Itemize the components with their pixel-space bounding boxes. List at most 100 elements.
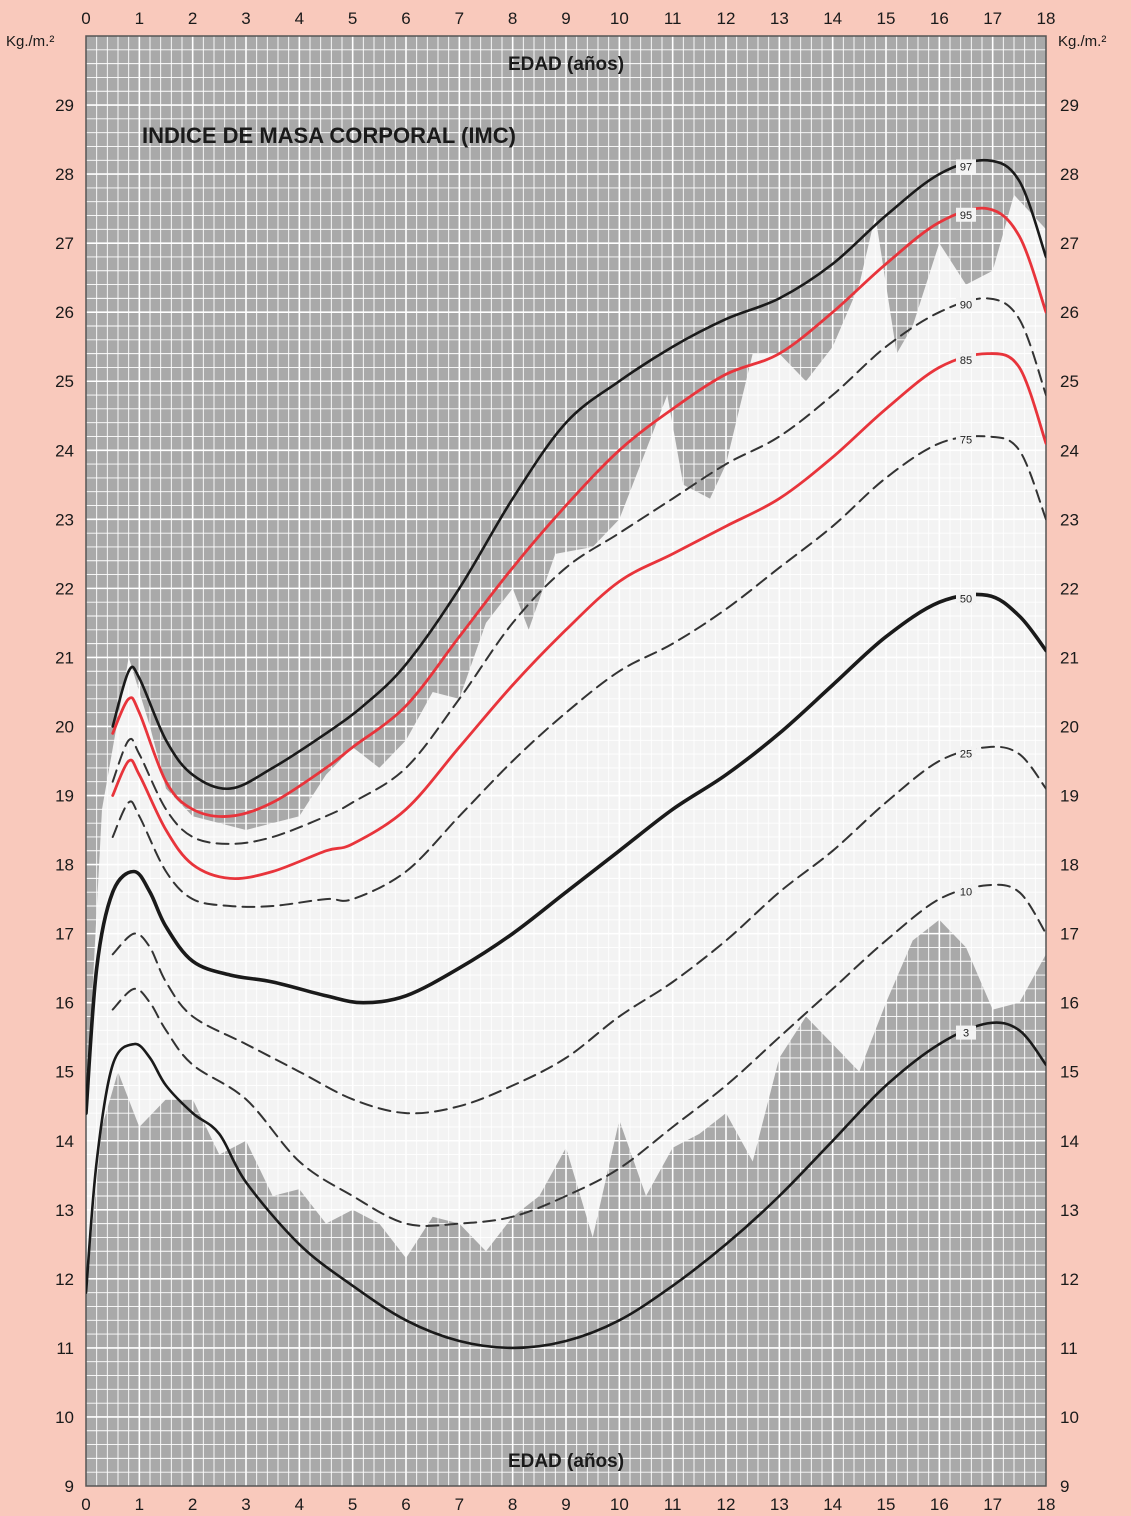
percentile-line-p25 <box>111 745 1046 1115</box>
percentile-line-p85 <box>111 352 1046 881</box>
y-tick-label-left: 24 <box>55 441 74 460</box>
percentile-line-p95 <box>111 206 1046 818</box>
y-axis-unit-right: Kg./m.² <box>1058 33 1106 50</box>
y-tick-label-left: 22 <box>55 579 74 598</box>
x-tick-label-top: 12 <box>717 9 736 28</box>
x-tick-label-bottom: 13 <box>770 1495 789 1514</box>
x-tick-label-top: 5 <box>348 9 357 28</box>
percentile-line-p75 <box>111 435 1046 908</box>
y-axis-unit-left: Kg./m.² <box>6 33 54 50</box>
y-tick-label-right: 20 <box>1060 717 1079 736</box>
y-tick-label-left: 14 <box>55 1132 74 1151</box>
x-tick-label-top: 8 <box>508 9 517 28</box>
x-tick-label-bottom: 6 <box>401 1495 410 1514</box>
y-tick-label-right: 27 <box>1060 234 1079 253</box>
x-tick-label-top: 9 <box>561 9 570 28</box>
percentile-labels: 97 95 90 85 75 50 25 10 3 <box>956 159 976 1040</box>
x-tick-label-bottom: 4 <box>295 1495 304 1514</box>
y-tick-label-right: 25 <box>1060 372 1079 391</box>
y-tick-label-left: 18 <box>55 856 74 875</box>
y-tick-label-left: 28 <box>55 165 74 184</box>
percentile-label-p3: 3 <box>963 1028 969 1040</box>
y-tick-label-left: 21 <box>55 648 74 667</box>
x-tick-label-bottom: 0 <box>81 1495 90 1514</box>
y-tick-label-left: 12 <box>55 1270 74 1289</box>
y-tick-label-right: 14 <box>1060 1132 1079 1151</box>
percentile-label-bg <box>956 884 976 899</box>
percentile-label-bg <box>956 352 976 367</box>
x-tick-label-top: 14 <box>823 9 842 28</box>
x-tick-label-bottom: 11 <box>664 1495 682 1514</box>
x-tick-label-bottom: 18 <box>1037 1495 1056 1514</box>
chart-title: INDICE DE MASA CORPORAL (IMC) <box>142 123 516 148</box>
x-tick-label-top: 3 <box>241 9 250 28</box>
x-tick-label-top: 18 <box>1037 9 1056 28</box>
x-tick-label-bottom: 17 <box>983 1495 1002 1514</box>
x-tick-label-top: 7 <box>455 9 464 28</box>
y-tick-label-right: 9 <box>1060 1477 1069 1496</box>
percentile-label-p25: 25 <box>960 748 972 760</box>
x-tick-label-top: 4 <box>295 9 304 28</box>
y-tick-label-right: 10 <box>1060 1408 1079 1427</box>
y-tick-label-left: 25 <box>55 372 74 391</box>
y-tick-label-right: 29 <box>1060 96 1079 115</box>
y-tick-label-right: 19 <box>1060 787 1079 806</box>
x-tick-label-bottom: 8 <box>508 1495 517 1514</box>
x-tick-label-top: 16 <box>930 9 949 28</box>
x-tick-label-top: 10 <box>610 9 629 28</box>
y-tick-label-right: 11 <box>1060 1339 1078 1358</box>
y-tick-label-left: 19 <box>55 787 74 806</box>
percentile-label-p75: 75 <box>960 435 972 447</box>
axis-tick-labels: 0011223344556677889910101111121213131414… <box>55 9 1079 1514</box>
x-tick-label-bottom: 7 <box>455 1495 464 1514</box>
y-tick-label-left: 17 <box>55 925 74 944</box>
percentile-label-p10: 10 <box>960 886 972 898</box>
percentile-label-p95: 95 <box>960 210 972 222</box>
y-tick-label-right: 26 <box>1060 303 1079 322</box>
y-tick-label-left: 10 <box>55 1408 74 1427</box>
y-tick-label-right: 12 <box>1060 1270 1079 1289</box>
x-tick-label-bottom: 2 <box>188 1495 197 1514</box>
x-tick-label-bottom: 10 <box>610 1495 629 1514</box>
y-tick-label-right: 16 <box>1060 994 1079 1013</box>
y-tick-label-left: 20 <box>55 717 74 736</box>
x-axis-title-top: EDAD (años) <box>508 54 624 75</box>
percentile-label-p90: 90 <box>960 300 972 312</box>
x-tick-label-top: 13 <box>770 9 789 28</box>
x-tick-label-bottom: 9 <box>561 1495 570 1514</box>
percentile-line-p3 <box>86 1021 1046 1350</box>
y-tick-label-right: 17 <box>1060 925 1079 944</box>
percentile-line-p50 <box>86 592 1046 1115</box>
percentile-line-p10 <box>111 883 1046 1227</box>
y-tick-label-left: 26 <box>55 303 74 322</box>
y-tick-label-left: 11 <box>56 1339 74 1358</box>
x-tick-label-top: 2 <box>188 9 197 28</box>
percentile-label-bg <box>956 207 976 222</box>
y-tick-label-right: 21 <box>1060 648 1079 667</box>
y-tick-label-right: 15 <box>1060 1063 1079 1082</box>
x-tick-label-top: 15 <box>877 9 896 28</box>
x-axis-title-bottom: EDAD (años) <box>508 1451 624 1472</box>
x-tick-label-bottom: 5 <box>348 1495 357 1514</box>
percentile-label-bg <box>956 591 976 606</box>
y-tick-label-right: 22 <box>1060 579 1079 598</box>
y-tick-label-left: 16 <box>55 994 74 1013</box>
percentile-label-bg <box>956 297 976 312</box>
percentile-label-p85: 85 <box>960 355 972 367</box>
percentile-line-p90 <box>111 297 1046 845</box>
x-tick-label-bottom: 15 <box>877 1495 896 1514</box>
y-tick-label-left: 13 <box>55 1201 74 1220</box>
x-tick-label-bottom: 1 <box>135 1495 144 1514</box>
x-tick-label-top: 6 <box>401 9 410 28</box>
y-tick-label-right: 28 <box>1060 165 1079 184</box>
x-tick-label-bottom: 3 <box>241 1495 250 1514</box>
y-tick-label-left: 15 <box>55 1063 74 1082</box>
percentile-label-p50: 50 <box>960 593 972 605</box>
x-tick-label-bottom: 16 <box>930 1495 949 1514</box>
x-tick-label-bottom: 12 <box>717 1495 736 1514</box>
y-tick-label-left: 23 <box>55 510 74 529</box>
percentile-label-p97: 97 <box>960 161 972 173</box>
percentile-line-p97 <box>111 158 1046 790</box>
plot-border <box>85 35 1047 1487</box>
